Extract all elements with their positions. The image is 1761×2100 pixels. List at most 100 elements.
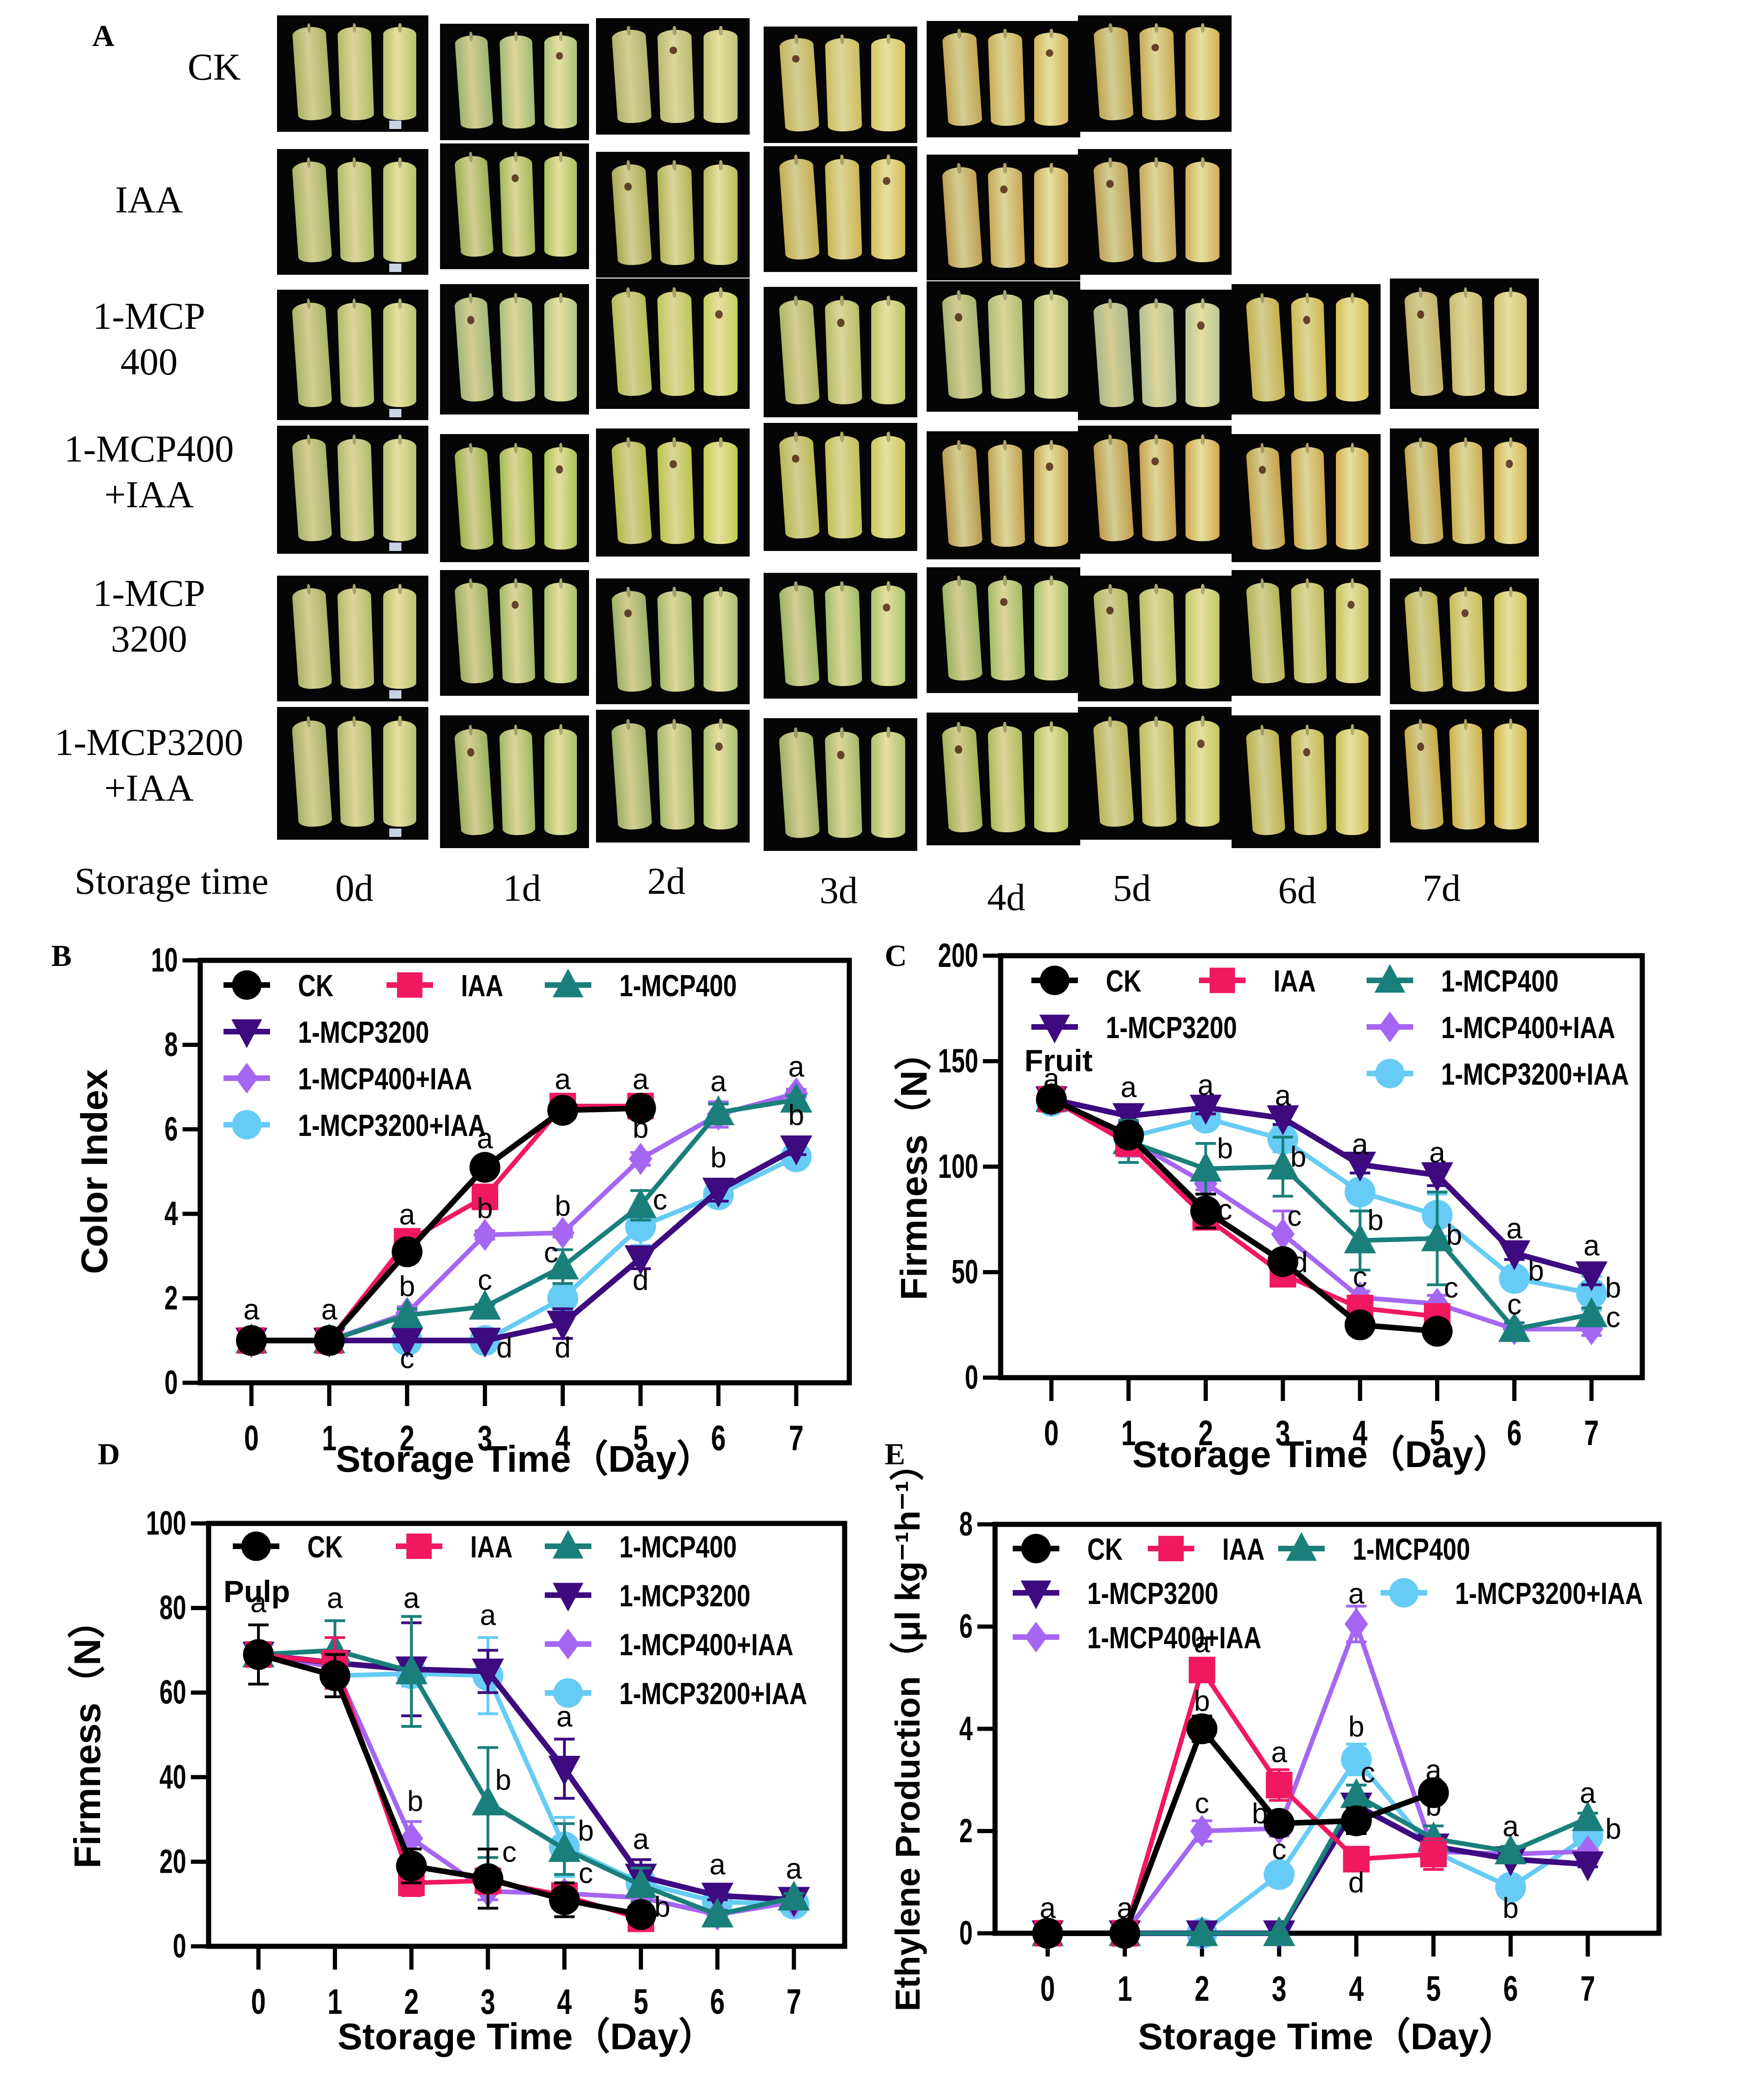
- legend-item: CK: [224, 968, 333, 1003]
- banana: [1185, 588, 1219, 689]
- x-axis-label: Storage Time（Day）: [1132, 1434, 1510, 1475]
- marker-triangle-down: [1575, 1261, 1608, 1291]
- x-tick-label: 0: [251, 1982, 266, 2022]
- day-label: 4d: [987, 876, 1025, 918]
- significance-letter: a: [477, 1123, 493, 1155]
- marker-triangle-down: [468, 1327, 501, 1358]
- banana: [704, 30, 738, 123]
- bruise-spot: [715, 310, 723, 319]
- banana: [383, 303, 416, 407]
- legend-item: 1-MCP3200: [1013, 1576, 1219, 1611]
- significance-letter: b: [1446, 1219, 1462, 1251]
- banana: [1185, 162, 1219, 262]
- series-1-mcp400: [1035, 1082, 1608, 1342]
- y-axis-label: Ethylene Production（μl kg⁻¹h⁻¹）: [888, 1447, 927, 2012]
- day-label: 2d: [647, 860, 685, 902]
- banana: [544, 583, 577, 683]
- banana: [1336, 728, 1369, 835]
- marker-triangle-down: [624, 1245, 657, 1276]
- x-tick-label: 7: [786, 1982, 801, 2022]
- banana: [871, 585, 905, 686]
- significance-letter: a: [1198, 1069, 1214, 1101]
- legend-item: 1-MCP3200: [224, 1015, 429, 1049]
- legend-item: 1-MCP400: [1278, 1532, 1470, 1566]
- y-tick-label: 0: [173, 1928, 186, 1965]
- banana-photo: [1232, 570, 1381, 696]
- legend-item: IAA: [396, 1529, 513, 1564]
- legend-label: 1-MCP400+IAA: [298, 1061, 472, 1096]
- row-label: 1-MCP 3200: [93, 572, 205, 660]
- marker-triangle-up: [547, 1249, 579, 1280]
- significance-letter: b: [477, 1192, 493, 1224]
- banana-photo: [440, 284, 589, 415]
- x-tick-label: 0: [244, 1419, 259, 1458]
- marker-triangle-down: [1112, 1103, 1145, 1134]
- row-label: 1-MCP 400: [93, 295, 205, 383]
- day-label: 1d: [503, 867, 541, 909]
- marker-triangle-up: [1189, 1151, 1222, 1182]
- marker-triangle-up: [1344, 1223, 1376, 1254]
- significance-letter: d: [496, 1332, 512, 1364]
- panel-annotation: Fruit: [1024, 1043, 1093, 1078]
- marker-circle: [1341, 1744, 1372, 1775]
- day-label: 5d: [1113, 867, 1151, 909]
- banana: [1336, 583, 1369, 683]
- significance-letter: a: [1194, 1626, 1210, 1658]
- significance-letter: a: [403, 1583, 420, 1615]
- significance-letter: a: [1271, 1736, 1287, 1768]
- marker-circle: [625, 1899, 657, 1930]
- banana: [1494, 441, 1527, 544]
- y-tick-label: 8: [959, 1506, 973, 1543]
- marker-circle: [547, 1094, 578, 1126]
- marker-circle: [232, 1110, 262, 1140]
- banana: [1336, 447, 1369, 550]
- significance-letter: d: [632, 1264, 648, 1296]
- significance-letter: a: [711, 1066, 727, 1098]
- significance-letter: b: [788, 1100, 804, 1132]
- banana-photo: [927, 567, 1080, 693]
- marker-circle: [625, 1093, 656, 1124]
- marker-circle: [236, 1325, 267, 1356]
- banana-photo: [764, 287, 917, 417]
- banana: [1185, 303, 1219, 407]
- legend-item: 1-MCP3200+IAA: [545, 1676, 807, 1711]
- significance-letter: d: [1348, 1867, 1364, 1899]
- banana: [1185, 27, 1219, 120]
- marker-circle: [1186, 1713, 1218, 1745]
- panel-letter-b: B: [51, 939, 72, 973]
- marker-circle: [553, 1678, 583, 1708]
- banana-photo: [764, 718, 917, 851]
- banana: [1185, 720, 1219, 827]
- significance-letter: a: [1580, 1777, 1596, 1809]
- marker-circle: [1190, 1196, 1221, 1227]
- marker-triangle-down: [1498, 1240, 1531, 1271]
- marker-diamond: [1271, 1218, 1295, 1250]
- banana-photo: [1078, 426, 1232, 554]
- significance-letter: b: [1368, 1204, 1383, 1237]
- y-tick-label: 0: [164, 1364, 178, 1401]
- x-tick-label: 6: [710, 1982, 725, 2022]
- significance-letter: c: [1195, 1787, 1209, 1820]
- significance-letter: c: [400, 1342, 414, 1374]
- banana: [1494, 723, 1527, 829]
- significance-letter: c: [1353, 1261, 1367, 1293]
- legend-label: CK: [1106, 964, 1141, 998]
- marker-triangle-up: [1575, 1297, 1608, 1327]
- row-label: CK: [188, 46, 241, 88]
- significance-letter: a: [1425, 1754, 1442, 1787]
- marker-triangle-down: [391, 1327, 423, 1358]
- x-tick-label: 6: [1507, 1414, 1522, 1453]
- series-ck: [236, 1093, 656, 1356]
- marker-triangle-up: [1498, 1312, 1531, 1342]
- label-tag: [389, 690, 401, 699]
- marker-triangle-down: [1421, 1162, 1454, 1192]
- marker-square: [1266, 1772, 1293, 1799]
- significance-letter: b: [407, 1785, 423, 1817]
- banana-photo: [1078, 15, 1232, 132]
- banana-photo: [927, 281, 1080, 412]
- banana-photo: [927, 155, 1080, 280]
- legend-label: 1-MCP3200+IAA: [619, 1676, 807, 1711]
- panel-annotation: Pulp: [224, 1574, 290, 1609]
- legend-item: IAA: [1148, 1532, 1265, 1566]
